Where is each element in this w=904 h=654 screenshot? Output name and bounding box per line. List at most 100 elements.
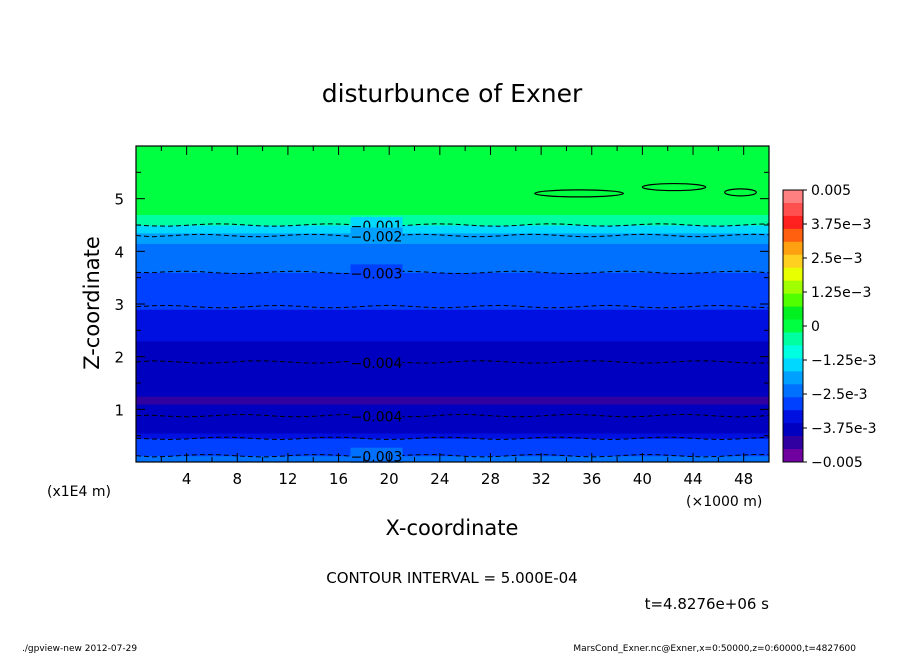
contour-label-bg <box>350 227 403 243</box>
y-axis: 1 2 3 4 5 <box>114 171 769 437</box>
colorbar-tick-label: 2.5e−3 <box>811 251 863 267</box>
contour-band <box>136 256 769 273</box>
x-axis: 4 8 12 16 20 24 28 32 36 40 44 48 <box>160 146 753 488</box>
contour-label-bg <box>350 353 403 369</box>
colorbar-swatch <box>783 215 803 230</box>
colorbar-swatch <box>783 358 803 372</box>
colorbar-swatch <box>783 397 803 411</box>
contour-band <box>136 309 769 342</box>
colorbar-swatch <box>783 371 803 385</box>
colorbar-swatch <box>783 306 803 320</box>
colorbar-swatch <box>783 384 803 398</box>
y-tick-label: 5 <box>114 191 124 209</box>
colorbar-swatch <box>783 345 803 359</box>
colorbar-swatch <box>783 202 803 217</box>
y-tick-label: 2 <box>114 349 124 367</box>
contour-label: −0.004 <box>351 356 403 372</box>
colorbar-swatch <box>783 190 803 204</box>
contour-line <box>135 233 770 238</box>
contour-line <box>135 270 770 275</box>
contour-band <box>136 451 769 457</box>
y-tick-label: 4 <box>114 243 124 261</box>
contour-label: −0.003 <box>351 266 403 282</box>
contour-band <box>136 419 769 434</box>
x-tick-label: 28 <box>481 470 500 488</box>
contour-band <box>136 455 769 463</box>
colorbar: 0.005 3.75e−3 2.5e−3 1.25e−3 0 −1.25e-3 −2.5e-… <box>782 183 876 471</box>
contour-interval: CONTOUR INTERVAL = 5.000E-04 <box>326 569 577 587</box>
y-axis-label: Z-coordinate <box>80 236 104 370</box>
contour-band <box>136 433 769 439</box>
contour-line <box>135 413 770 418</box>
contour-line <box>135 360 770 364</box>
contour-band <box>136 225 769 234</box>
colorbar-tick-label: −1.25e-3 <box>811 353 876 369</box>
colorbar-tick-label: −2.5e-3 <box>811 387 868 403</box>
x-tick-label: 48 <box>734 470 753 488</box>
colorbar-swatch <box>783 241 803 256</box>
time-label: t=4.8276e+06 s <box>645 595 770 613</box>
footer-right: MarsCond_Exner.nc@Exner,x=0:50000,z=0:60… <box>573 644 856 654</box>
contour-lines: −0.001−0.002−0.003−0.004−0.004−0.003 <box>135 182 770 466</box>
colorbar-tick-label: 3.75e−3 <box>811 217 871 233</box>
contour-band <box>136 438 769 452</box>
x-axis-label: X-coordinate <box>386 516 519 540</box>
colorbar-swatch <box>783 254 803 269</box>
colorbar-tick-label: 1.25e−3 <box>811 285 871 301</box>
closed-contour <box>724 188 757 197</box>
colorbar-swatch <box>783 423 803 437</box>
contour-band <box>136 288 769 310</box>
colorbar-swatch <box>783 436 803 450</box>
colorbar-swatch <box>783 228 803 243</box>
colorbar-swatch <box>783 319 803 333</box>
x-tick-label: 16 <box>329 470 348 488</box>
colorbar-swatch <box>783 293 803 307</box>
chart-title: disturbunce of Exner <box>322 79 583 108</box>
x-tick-label: 4 <box>182 470 192 488</box>
contour-label: −0.002 <box>351 230 403 246</box>
colorbar-swatch <box>783 267 803 282</box>
contour-band <box>136 272 769 289</box>
contour-line <box>135 436 770 441</box>
contour-line <box>135 223 770 227</box>
contour-line <box>135 453 770 458</box>
colorbar-tick-label: −0.005 <box>811 455 863 471</box>
y-scale-label: (x1E4 m) <box>47 484 111 500</box>
x-tick-label: 8 <box>233 470 243 488</box>
contour-band <box>136 243 769 258</box>
colorbar-swatch <box>783 280 803 295</box>
contour-line <box>135 304 770 309</box>
x-tick-label: 32 <box>532 470 551 488</box>
contour-band <box>136 146 769 215</box>
colorbar-swatch <box>783 410 803 424</box>
colorbar-swatch <box>783 449 803 463</box>
contour-band <box>136 404 769 415</box>
contour-band <box>136 340 769 363</box>
contour-label: −0.003 <box>351 450 403 466</box>
closed-contour <box>641 182 707 192</box>
colorbar-tick-label: −3.75e-3 <box>811 421 876 437</box>
colorbar-swatch <box>783 332 803 346</box>
x-tick-label: 24 <box>430 470 449 488</box>
colorbar-tick-label: 0.005 <box>811 183 851 199</box>
x-tick-label: 40 <box>633 470 652 488</box>
y-tick-label: 1 <box>114 401 124 419</box>
contour-band <box>136 214 769 226</box>
colorbar-tick-label: 0 <box>811 319 820 335</box>
contour-band <box>136 361 769 397</box>
x-scale-label: (×1000 m) <box>686 494 762 510</box>
x-tick-label: 12 <box>278 470 297 488</box>
contour-band <box>136 396 769 405</box>
contour-label-bg <box>350 407 403 423</box>
x-tick-label: 44 <box>683 470 702 488</box>
y-tick-label: 3 <box>114 296 124 314</box>
contour-band <box>136 413 769 421</box>
contour-label-bg <box>350 264 403 280</box>
x-tick-label: 20 <box>380 470 399 488</box>
closed-contour <box>534 189 625 198</box>
x-tick-label: 36 <box>582 470 601 488</box>
contour-label: −0.004 <box>351 410 403 426</box>
contour-band <box>136 232 769 244</box>
contour-field <box>136 146 769 463</box>
